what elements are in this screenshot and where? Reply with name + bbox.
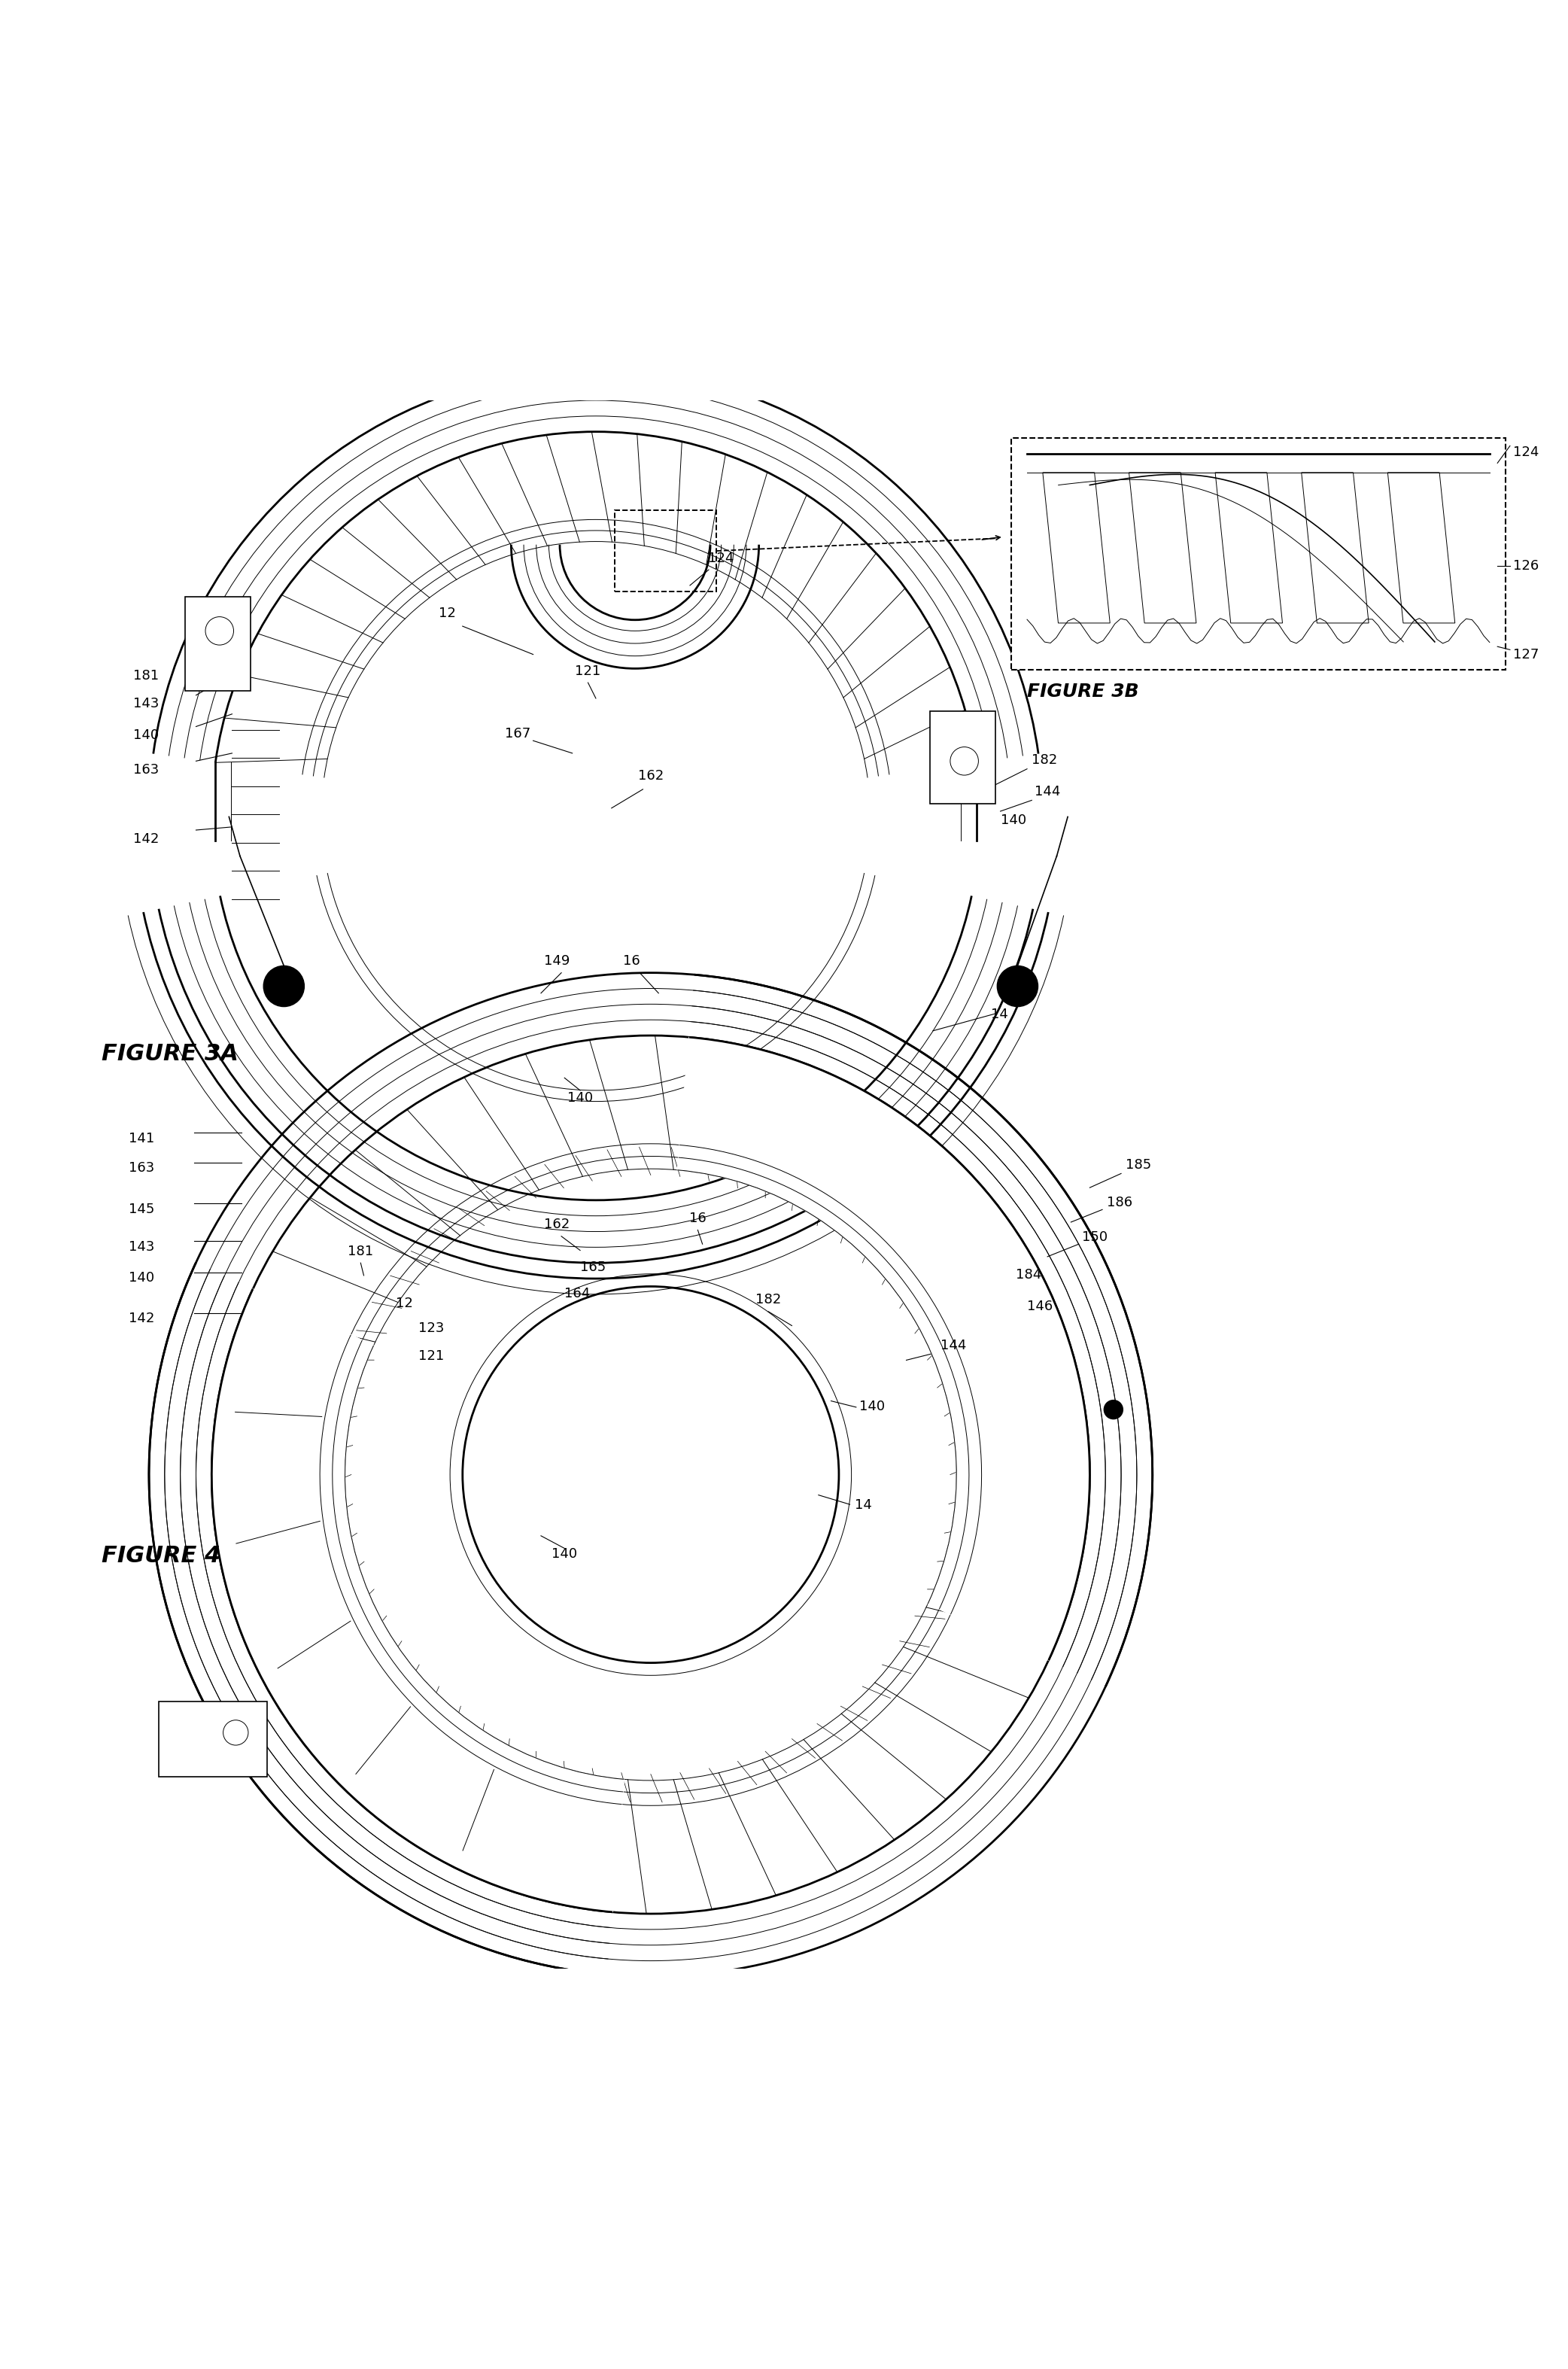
Text: 150: 150 (1082, 1230, 1107, 1244)
Polygon shape (212, 1289, 624, 1912)
Text: 165: 165 (580, 1260, 605, 1275)
Text: 167: 167 (505, 727, 530, 741)
Text: 16: 16 (690, 1211, 706, 1225)
Text: 144: 144 (941, 1338, 966, 1353)
Text: 140: 140 (859, 1400, 884, 1414)
Text: 163: 163 (133, 763, 158, 777)
Text: 14: 14 (855, 1500, 872, 1511)
Text: 162: 162 (638, 770, 663, 782)
Text: 181: 181 (348, 1244, 373, 1258)
Text: 163: 163 (129, 1161, 154, 1175)
Text: 140: 140 (568, 1090, 593, 1104)
Text: 184: 184 (1016, 1267, 1041, 1282)
Text: 149: 149 (544, 955, 569, 969)
Text: 143: 143 (133, 696, 158, 711)
Text: 140: 140 (133, 730, 158, 741)
Text: 185: 185 (1126, 1158, 1151, 1173)
Circle shape (1104, 1400, 1123, 1419)
Text: 182: 182 (756, 1293, 781, 1308)
Text: 140: 140 (1000, 813, 1025, 827)
FancyBboxPatch shape (185, 597, 251, 689)
Text: FIGURE 3A: FIGURE 3A (102, 1042, 238, 1066)
Text: 14: 14 (991, 1007, 1008, 1021)
Text: 121: 121 (419, 1350, 444, 1362)
Text: 182: 182 (1032, 753, 1057, 768)
Text: 186: 186 (1107, 1196, 1132, 1211)
Text: 140: 140 (129, 1272, 154, 1284)
Text: 123: 123 (419, 1322, 444, 1334)
Text: 146: 146 (1027, 1301, 1052, 1312)
Bar (1011, 438, 1505, 670)
Text: 12: 12 (397, 1296, 412, 1310)
Text: 121: 121 (575, 663, 601, 678)
Circle shape (263, 967, 304, 1007)
Text: 142: 142 (133, 832, 158, 846)
Text: 126: 126 (1513, 559, 1538, 573)
Text: 181: 181 (133, 668, 158, 682)
Text: 12: 12 (439, 606, 455, 621)
Text: FIGURE 4: FIGURE 4 (102, 1545, 221, 1566)
Text: 124: 124 (1513, 445, 1538, 460)
Text: 164: 164 (564, 1286, 590, 1301)
Text: 124: 124 (709, 552, 734, 564)
FancyBboxPatch shape (158, 1701, 267, 1777)
Text: 143: 143 (129, 1239, 154, 1253)
Text: FIGURE 3B: FIGURE 3B (1027, 682, 1138, 701)
Text: 145: 145 (129, 1201, 154, 1215)
Polygon shape (677, 1038, 1090, 1661)
Circle shape (997, 967, 1038, 1007)
Text: 141: 141 (129, 1132, 154, 1144)
Text: 16: 16 (624, 955, 640, 969)
Text: 140: 140 (552, 1547, 577, 1561)
Text: 162: 162 (544, 1218, 569, 1232)
FancyBboxPatch shape (930, 711, 996, 803)
Text: 144: 144 (1035, 784, 1060, 798)
Text: 127: 127 (1513, 647, 1538, 661)
Text: 142: 142 (129, 1312, 154, 1327)
Bar (615, 509, 717, 592)
